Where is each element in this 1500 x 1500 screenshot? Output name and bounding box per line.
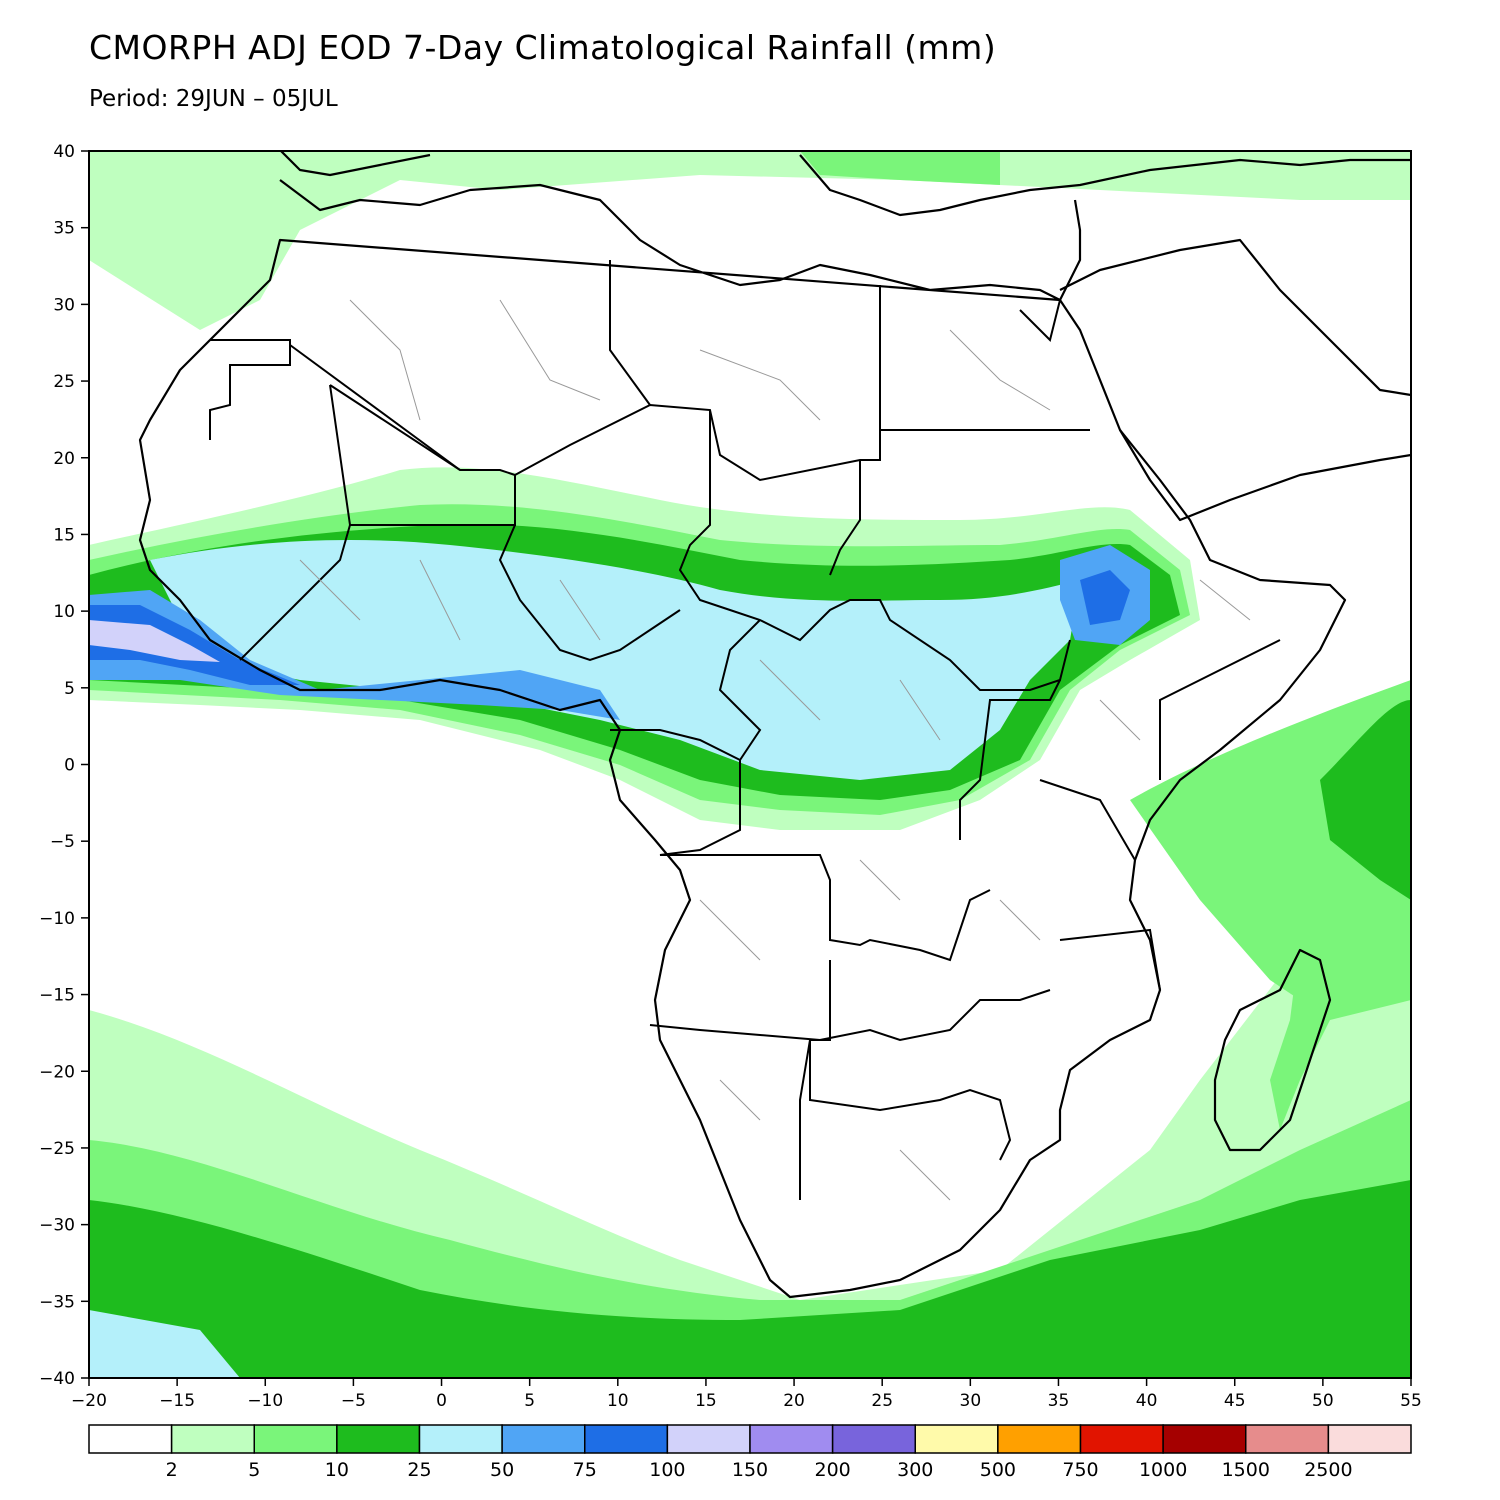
lon-tick-label: −20: [71, 1391, 107, 1411]
rain-ethiopia-100mm: [1080, 570, 1130, 625]
lon-tick-label: 20: [783, 1391, 805, 1411]
lon-tick-label: 55: [1400, 1391, 1422, 1411]
rain-band-south-edge: [89, 1310, 240, 1378]
colorbar-label: 50: [490, 1459, 514, 1481]
lat-tick-label: −5: [50, 832, 75, 852]
lat-tick-label: −15: [39, 986, 75, 1006]
colorbar-swatch: [914, 1424, 999, 1454]
lat-tick-label: −40: [39, 1369, 75, 1389]
lon-tick-label: 35: [1048, 1391, 1070, 1411]
colorbar-label: 300: [897, 1459, 933, 1481]
lat-tick-label: 35: [53, 219, 75, 239]
colorbar-swatch: [1245, 1424, 1330, 1454]
lat-tick-label: 0: [64, 756, 75, 776]
lat-tick-label: −10: [39, 909, 75, 929]
colorbar-swatch: [170, 1424, 255, 1454]
europe-coast: [279, 151, 1411, 217]
madagascar-outline: [1213, 948, 1332, 1152]
lat-tick-label: 40: [53, 142, 75, 162]
lat-tick-label: 25: [53, 372, 75, 392]
colorbar-swatch: [88, 1424, 173, 1454]
colorbar-swatch: [336, 1424, 421, 1454]
lon-tick-label: 15: [695, 1391, 717, 1411]
map-period-subtitle: Period: 29JUN – 05JUL: [89, 86, 338, 112]
admin-borders: [299, 299, 1251, 1201]
lon-tick-label: 40: [1136, 1391, 1158, 1411]
colorbar-swatch: [831, 1424, 916, 1454]
rainfall-colorbar: 2 5 10 25 50 75 100 150 200 300 500 750 1000 1500 2500: [88, 1424, 1412, 1481]
colorbar-swatch: [666, 1424, 751, 1454]
lon-tick-label: −15: [159, 1391, 195, 1411]
arabian-peninsula-outline: [1059, 238, 1411, 522]
rain-guinea-150mm: [89, 620, 220, 662]
rain-band-south-light: [89, 700, 1411, 1378]
lon-tick-label: 45: [1224, 1391, 1246, 1411]
colorbar-swatch: [749, 1424, 834, 1454]
colorbar-label: 2: [166, 1459, 178, 1481]
rainfall-map: [89, 151, 1411, 1378]
latitude-axis: 40 35 30 25 20 15 10 5 0 −5 −10 −15 −20 −25 −30 −35 −40: [39, 142, 89, 1389]
colorbar-label: 25: [407, 1459, 431, 1481]
rain-indian-ocean-heavy: [1320, 700, 1411, 900]
country-borders: [209, 260, 1281, 1200]
lon-tick-label: 0: [436, 1391, 447, 1411]
lat-tick-label: −20: [39, 1062, 75, 1082]
rain-madagascar: [1270, 940, 1330, 1130]
colorbar-swatch: [1327, 1424, 1412, 1454]
lat-tick-label: 20: [53, 449, 75, 469]
lat-tick-label: 30: [53, 295, 75, 315]
rain-belt-50mm: [150, 540, 1080, 780]
colorbar-swatch: [253, 1424, 338, 1454]
coastline: [138, 151, 1411, 1299]
lon-tick-label: 10: [607, 1391, 629, 1411]
lon-tick-label: 25: [871, 1391, 893, 1411]
colorbar-swatch: [1162, 1424, 1247, 1454]
colorbar-swatch: [997, 1424, 1082, 1454]
lon-tick-label: −5: [341, 1391, 366, 1411]
colorbar-swatch: [418, 1424, 503, 1454]
colorbar-label: 5: [248, 1459, 260, 1481]
colorbar-swatch: [501, 1424, 586, 1454]
colorbar-label: 10: [325, 1459, 349, 1481]
rain-north-fringe-mid: [800, 151, 1000, 185]
lon-tick-label: 30: [960, 1391, 982, 1411]
lat-tick-label: −30: [39, 1216, 75, 1236]
lon-tick-label: 50: [1312, 1391, 1334, 1411]
colorbar-swatch: [1079, 1424, 1164, 1454]
lat-tick-label: −35: [39, 1292, 75, 1312]
colorbar-label: 200: [814, 1459, 850, 1481]
lon-tick-label: 5: [524, 1391, 535, 1411]
colorbar-label: 2500: [1304, 1459, 1352, 1481]
lat-tick-label: 10: [53, 602, 75, 622]
rain-band-south-heavy: [89, 1180, 1411, 1378]
longitude-axis: −20 −15 −10 −5 0 5 10 15 20 25 30 35 40 45 50 55: [71, 1378, 1422, 1411]
lat-tick-label: 5: [64, 679, 75, 699]
colorbar-label: 1000: [1139, 1459, 1187, 1481]
lat-tick-label: 15: [53, 525, 75, 545]
map-title: CMORPH ADJ EOD 7-Day Climatological Rain…: [89, 28, 997, 67]
colorbar-swatch: [584, 1424, 669, 1454]
rain-north-fringe: [89, 151, 1411, 330]
colorbar-label: 75: [573, 1459, 597, 1481]
colorbar-label: 150: [732, 1459, 768, 1481]
colorbar-label: 750: [1062, 1459, 1098, 1481]
colorbar-label: 500: [980, 1459, 1016, 1481]
lat-tick-label: −25: [39, 1139, 75, 1159]
colorbar-label: 100: [649, 1459, 685, 1481]
colorbar-label: 1500: [1222, 1459, 1270, 1481]
lon-tick-label: −10: [247, 1391, 283, 1411]
